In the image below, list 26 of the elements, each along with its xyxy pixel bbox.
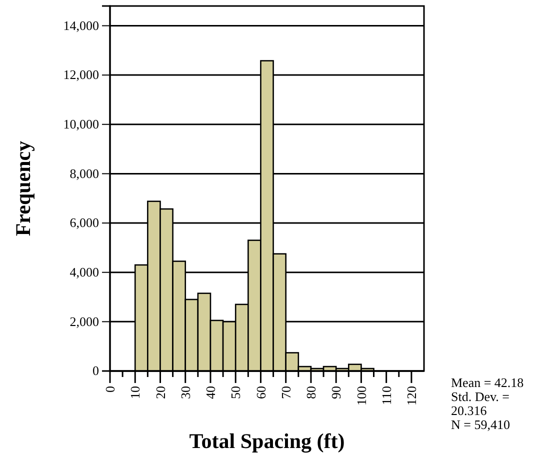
y-tick-label: 14,000 bbox=[63, 18, 99, 33]
x-tick-label: 90 bbox=[328, 386, 344, 399]
x-tick-label: 60 bbox=[253, 386, 268, 399]
x-tick-label: 20 bbox=[152, 386, 168, 399]
text: Mean = 42.18 bbox=[451, 375, 524, 390]
y-axis-title: Frequency bbox=[11, 140, 35, 236]
x-axis-title: Total Spacing (ft) bbox=[189, 429, 345, 453]
x-tick-label: 50 bbox=[228, 386, 244, 399]
x-tick-label: 100 bbox=[354, 386, 369, 406]
x-tick-label: 0 bbox=[102, 386, 118, 392]
y-tick-label: 0 bbox=[92, 363, 99, 378]
text: Std. Dev. = 20.316 bbox=[451, 389, 510, 418]
x-tick-label: 10 bbox=[128, 386, 143, 399]
x-tick-label: 80 bbox=[304, 386, 319, 399]
y-tick-label: 2,000 bbox=[70, 314, 99, 329]
y-tick-label: 6,000 bbox=[70, 215, 99, 230]
y-tick-label: 4,000 bbox=[70, 264, 99, 280]
y-tick-label: 12,000 bbox=[63, 67, 99, 82]
x-tick-label: 30 bbox=[178, 386, 193, 399]
y-tick-label: 8,000 bbox=[70, 166, 99, 181]
x-tick-label: 40 bbox=[203, 386, 218, 399]
x-tick-label: 110 bbox=[378, 386, 394, 406]
x-tick-label: 120 bbox=[404, 386, 419, 406]
y-tick-label: 10,000 bbox=[63, 116, 99, 132]
x-tick-label: 70 bbox=[278, 386, 294, 399]
text: N = 59,410 bbox=[451, 417, 510, 432]
